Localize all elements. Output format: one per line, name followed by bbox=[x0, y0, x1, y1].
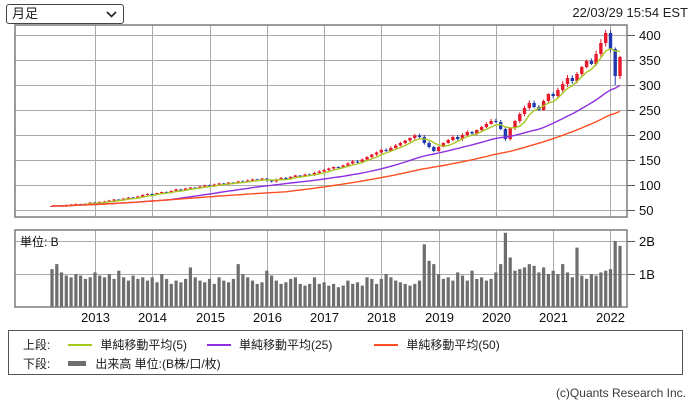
legend-row-upper: 上段: 単純移動平均(5) 単純移動平均(25) 単純移動平均(50) bbox=[23, 335, 682, 354]
volume-legend-label: 出来高 単位:(B株/口/枚) bbox=[95, 357, 221, 371]
sma50-line-swatch bbox=[374, 343, 399, 346]
volume-tick-1b: 1B bbox=[639, 267, 655, 282]
sma5-line bbox=[51, 47, 621, 207]
sma25-line-swatch bbox=[207, 343, 232, 346]
year-label-2022: 2022 bbox=[596, 310, 625, 325]
year-label-2019: 2019 bbox=[425, 310, 454, 325]
price-tick-400: 400 bbox=[639, 28, 661, 43]
year-label-2014: 2014 bbox=[138, 310, 167, 325]
timeframe-value: 月足 bbox=[12, 6, 39, 21]
year-label-2021: 2021 bbox=[539, 310, 568, 325]
year-label-2020: 2020 bbox=[482, 310, 511, 325]
price-tick-350: 350 bbox=[639, 53, 661, 68]
volume-unit-label: 単位: B bbox=[20, 235, 59, 249]
volume-bar-swatch bbox=[68, 361, 87, 366]
sma5-label: 単純移動平均(5) bbox=[100, 338, 188, 352]
sma5-line-swatch bbox=[68, 343, 93, 346]
year-label-2016: 2016 bbox=[253, 310, 282, 325]
year-label-2015: 2015 bbox=[196, 310, 225, 325]
legend-row-lower: 下段: 出来高 単位:(B株/口/枚) bbox=[23, 354, 682, 373]
year-label-2013: 2013 bbox=[81, 310, 110, 325]
sma25-label: 単純移動平均(25) bbox=[239, 338, 333, 352]
price-tick-50: 50 bbox=[639, 203, 654, 218]
copyright: (c)Quants Research Inc. bbox=[555, 386, 686, 400]
year-label-2017: 2017 bbox=[310, 310, 339, 325]
year-label-2018: 2018 bbox=[367, 310, 396, 325]
legend-lower-label: 下段: bbox=[23, 357, 51, 371]
price-tick-100: 100 bbox=[639, 178, 661, 193]
price-tick-300: 300 bbox=[639, 78, 661, 93]
price-tick-250: 250 bbox=[639, 103, 661, 118]
timeframe-select[interactable]: 月足 bbox=[6, 4, 124, 24]
sma50-label: 単純移動平均(50) bbox=[406, 338, 500, 352]
price-tick-150: 150 bbox=[639, 153, 661, 168]
sma50-line bbox=[51, 110, 621, 207]
volume-bars bbox=[50, 232, 622, 308]
legend: 上段: 単純移動平均(5) 単純移動平均(25) 単純移動平均(50) 下段: … bbox=[8, 330, 683, 375]
volume-tick-2b: 2B bbox=[639, 234, 655, 249]
chevron-down-icon bbox=[106, 10, 117, 18]
candles bbox=[50, 30, 622, 207]
price-tick-200: 200 bbox=[639, 128, 661, 143]
legend-upper-label: 上段: bbox=[23, 338, 51, 352]
timestamp: 22/03/29 15:54 EST bbox=[572, 5, 688, 20]
